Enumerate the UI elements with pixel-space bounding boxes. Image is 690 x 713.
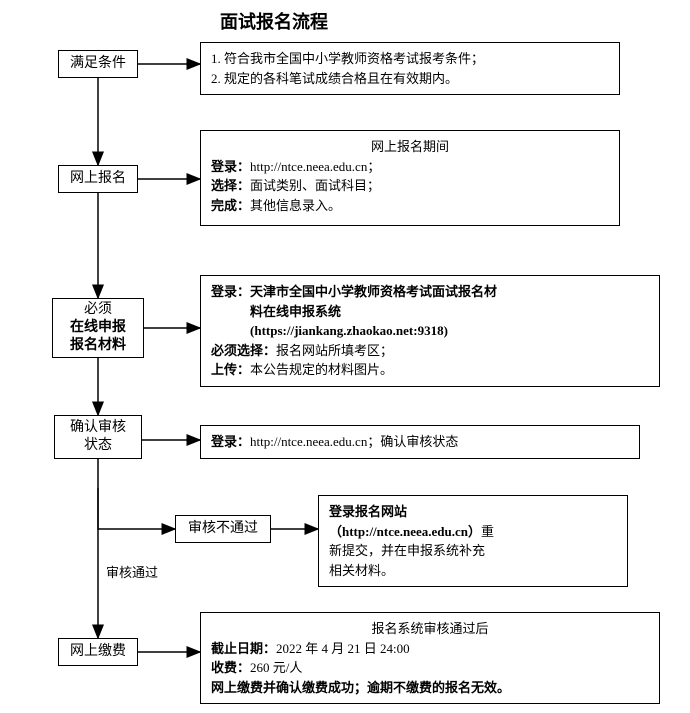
detail-box-d4: 登录：http://ntce.neea.edu.cn；确认审核状态	[200, 425, 640, 459]
detail-line: 报名系统审核通过后	[211, 619, 649, 639]
detail-line: 登录：天津市全国中小学教师资格考试面试报名材	[211, 282, 649, 302]
diagram-title: 面试报名流程	[220, 8, 328, 34]
detail-line: 上传：本公告规定的材料图片。	[211, 360, 649, 380]
flow-node-n6: 网上缴费	[58, 638, 138, 666]
detail-line: 料在线申报系统	[211, 302, 649, 322]
flow-node-n1: 满足条件	[58, 50, 138, 78]
detail-line: 收费：260 元/人	[211, 658, 649, 678]
detail-line: （http://ntce.neea.edu.cn）重	[329, 522, 617, 542]
detail-line: 2. 规定的各科笔试成绩合格且在有效期内。	[211, 69, 609, 89]
detail-line: 网上缴费并确认缴费成功；逾期不缴费的报名无效。	[211, 678, 649, 698]
flow-node-n5: 审核不通过	[175, 515, 271, 543]
detail-line: 选择：面试类别、面试科目；	[211, 176, 609, 196]
detail-line: 网上报名期间	[211, 137, 609, 157]
flow-node-n2: 网上报名	[58, 165, 138, 193]
detail-line: (https://jiankang.zhaokao.net:9318)	[211, 321, 649, 341]
detail-line: 相关材料。	[329, 561, 617, 581]
detail-box-d1: 1. 符合我市全国中小学教师资格考试报考条件；2. 规定的各科笔试成绩合格且在有…	[200, 42, 620, 95]
detail-box-d6: 报名系统审核通过后截止日期：2022 年 4 月 21 日 24:00收费：26…	[200, 612, 660, 704]
branch-label-pass: 审核通过	[106, 562, 158, 581]
flow-node-n3: 必须在线申报报名材料	[52, 298, 144, 358]
detail-line: 截止日期：2022 年 4 月 21 日 24:00	[211, 639, 649, 659]
detail-line: 必须选择：报名网站所填考区；	[211, 341, 649, 361]
flow-node-n4: 确认审核 状态	[54, 415, 142, 459]
flow-arrow	[98, 488, 175, 529]
detail-box-d5: 登录报名网站（http://ntce.neea.edu.cn）重新提交，并在申报…	[318, 495, 628, 587]
detail-box-d2: 网上报名期间登录：http://ntce.neea.edu.cn；选择：面试类别…	[200, 130, 620, 226]
detail-box-d3: 登录：天津市全国中小学教师资格考试面试报名材 料在线申报系统 (https://…	[200, 275, 660, 387]
detail-line: 新提交，并在申报系统补充	[329, 541, 617, 561]
detail-line: 登录：http://ntce.neea.edu.cn；	[211, 157, 609, 177]
detail-line: 完成：其他信息录入。	[211, 196, 609, 216]
detail-line: 1. 符合我市全国中小学教师资格考试报考条件；	[211, 49, 609, 69]
detail-line: 登录报名网站	[329, 502, 617, 522]
detail-line: 登录：http://ntce.neea.edu.cn；确认审核状态	[211, 432, 629, 452]
